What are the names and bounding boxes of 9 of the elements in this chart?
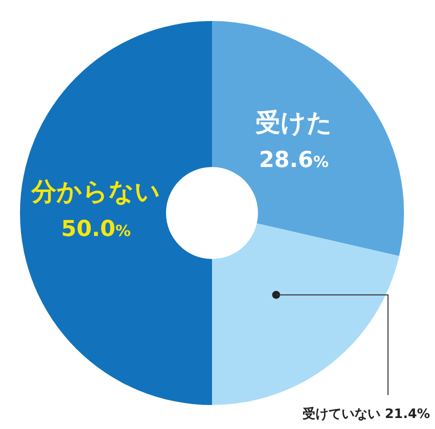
donut-slice [20,21,212,405]
data-label: 21.4% [384,407,430,422]
donut-slice [212,223,400,405]
donut-slice [212,21,404,256]
data-label: 50.0% [61,217,131,242]
slice-label: 受けた [255,108,332,137]
data-label: 28.6% [258,148,329,173]
slice-label: 受けていない [302,407,380,422]
slice-label: 分からない [30,177,160,206]
